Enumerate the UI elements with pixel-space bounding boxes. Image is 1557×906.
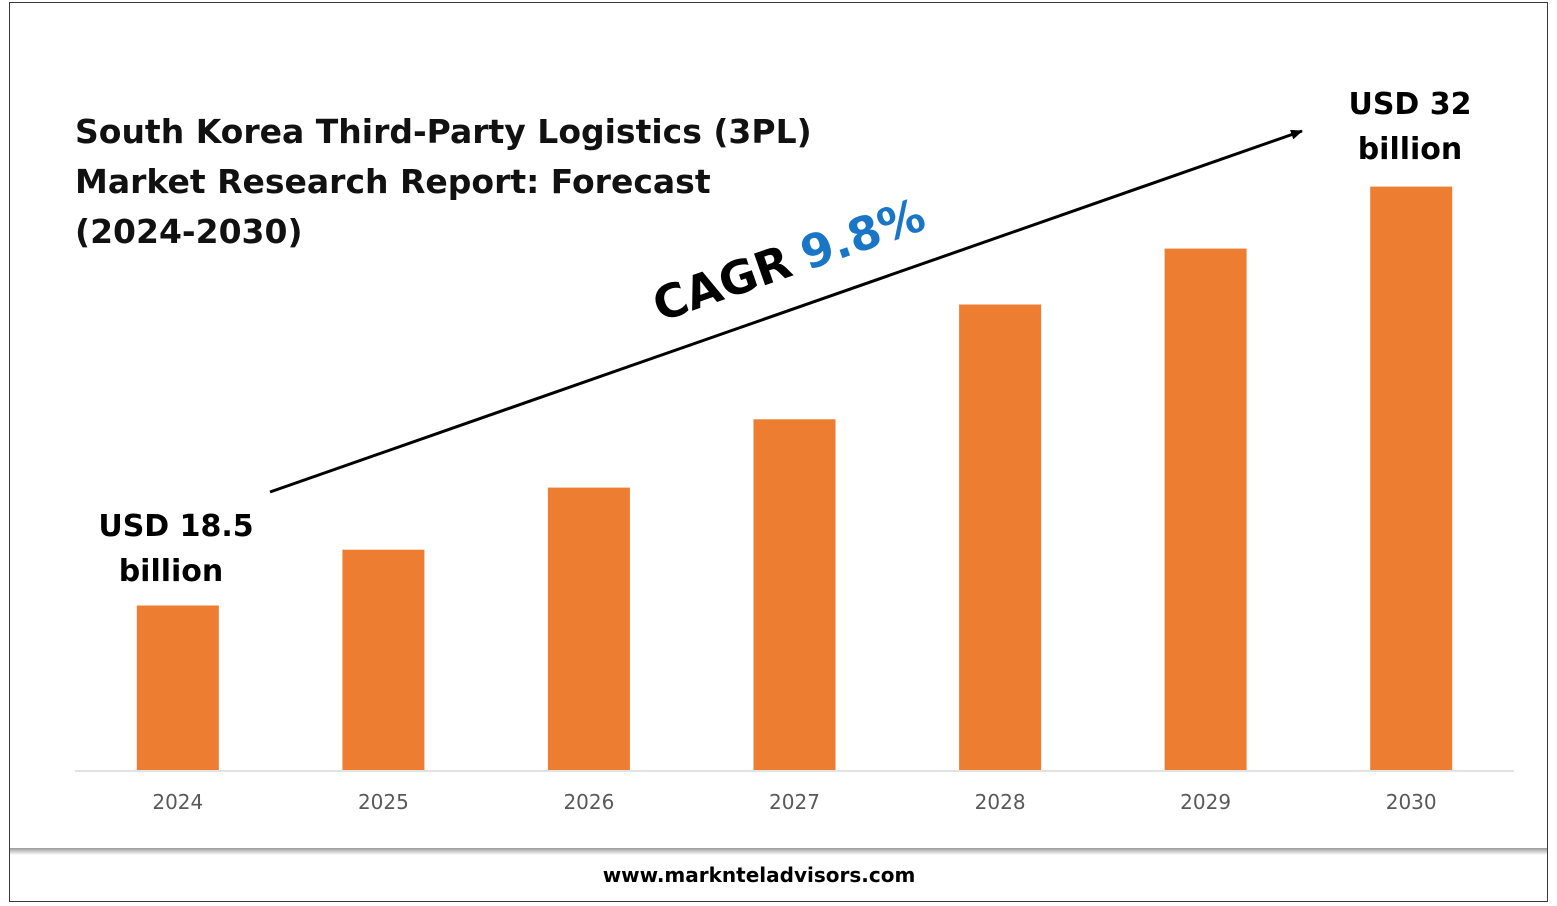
- x-tick-labels: 2024 2025 2026 2027 2028 2029 2030: [152, 790, 1436, 814]
- bar-2024: [136, 605, 219, 770]
- end-value-line-1: USD 32: [1348, 87, 1471, 122]
- bar-2028: [959, 304, 1042, 770]
- x-tick-2025: 2025: [358, 790, 409, 814]
- footer-website: www.marknteladvisors.com: [603, 863, 916, 887]
- start-value-line-1: USD 18.5: [98, 509, 253, 544]
- start-value-line-2: billion: [119, 554, 224, 589]
- x-tick-2030: 2030: [1386, 790, 1437, 814]
- cagr-label: CAGR: [646, 234, 798, 332]
- x-tick-2028: 2028: [975, 790, 1026, 814]
- x-tick-2027: 2027: [769, 790, 820, 814]
- title-line-2: Market Research Report: Forecast: [75, 162, 711, 201]
- bar-2030: [1370, 186, 1453, 771]
- x-tick-2024: 2024: [152, 790, 203, 814]
- chart-title: South Korea Third-Party Logistics (3PL) …: [75, 112, 812, 251]
- trend-arrow: [269, 129, 1303, 494]
- bars-group: [136, 186, 1453, 771]
- footer-divider: [10, 848, 1547, 855]
- x-tick-2026: 2026: [563, 790, 614, 814]
- end-value-label: USD 32 billion: [1348, 87, 1471, 167]
- bar-2026: [547, 487, 630, 770]
- title-line-3: (2024-2030): [75, 212, 303, 251]
- title-line-1: South Korea Third-Party Logistics (3PL): [75, 112, 812, 151]
- bar-2029: [1164, 248, 1247, 771]
- x-tick-2029: 2029: [1180, 790, 1231, 814]
- end-value-line-2: billion: [1358, 132, 1463, 167]
- bar-2027: [753, 419, 836, 770]
- bar-2025: [342, 549, 425, 770]
- start-value-label: USD 18.5 billion: [98, 509, 253, 589]
